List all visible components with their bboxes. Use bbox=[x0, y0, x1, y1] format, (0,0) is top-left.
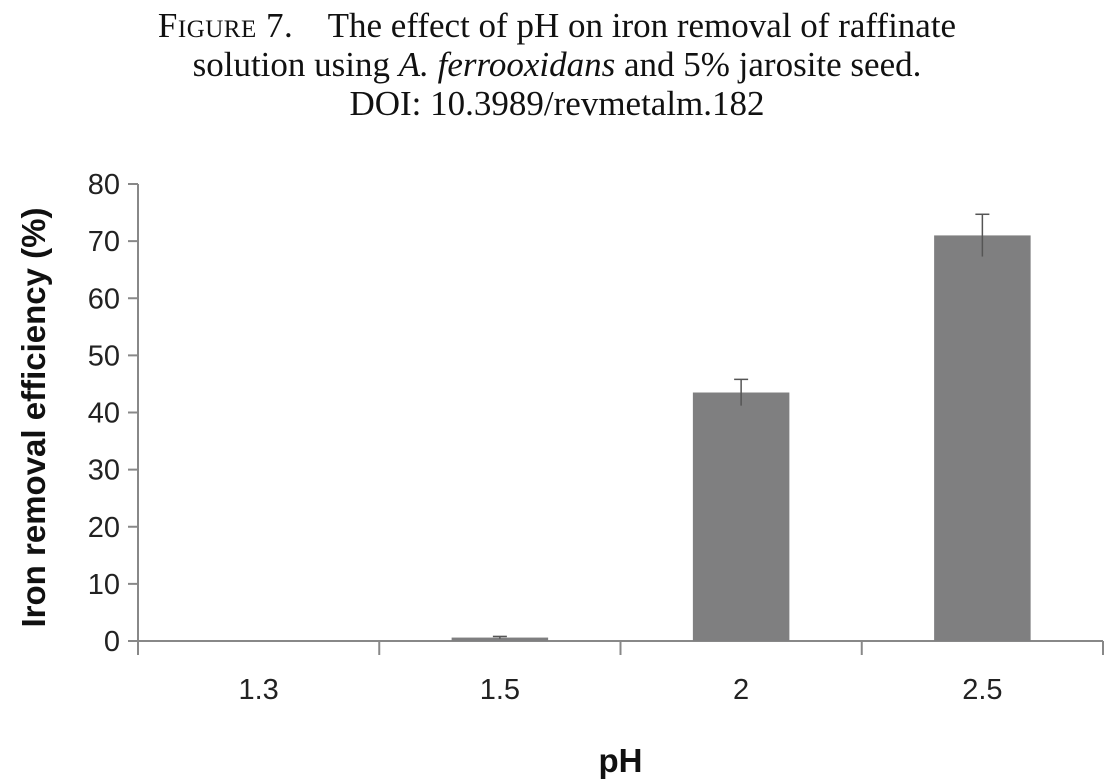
y-tick-label: 0 bbox=[104, 626, 120, 658]
bar-ph-1-5 bbox=[451, 637, 549, 641]
y-axis-ticks: 0 10 20 30 40 50 60 70 80 bbox=[88, 169, 138, 658]
caption-doi: DOI: 10.3989/revmetalm.182 bbox=[349, 84, 765, 123]
y-tick-label: 20 bbox=[88, 512, 120, 544]
x-axis-title: pH bbox=[599, 742, 643, 779]
bar-ph-2 bbox=[692, 392, 790, 641]
x-tick-label: 2 bbox=[733, 674, 749, 706]
caption-title-part-1: The effect of pH on iron removal of raff… bbox=[327, 6, 957, 45]
caption-species-name: A. ferrooxidans bbox=[398, 45, 616, 84]
y-tick-label: 70 bbox=[88, 226, 120, 258]
y-tick-label: 30 bbox=[88, 455, 120, 487]
y-tick-label: 40 bbox=[88, 398, 120, 430]
bar-ph-2-5 bbox=[934, 235, 1031, 641]
caption-line-2: solution using A. ferrooxidans and 5% ja… bbox=[0, 45, 1114, 84]
x-tick-label: 1.3 bbox=[238, 674, 278, 706]
x-tick-label: 1.5 bbox=[480, 674, 520, 706]
figure-label: Figure 7. bbox=[157, 6, 294, 45]
y-tick-label: 80 bbox=[88, 169, 120, 201]
caption-line-1: Figure 7. The effect of pH on iron remov… bbox=[0, 6, 1114, 45]
y-tick-label: 60 bbox=[88, 283, 120, 315]
y-axis-title: Iron removal efficiency (%) bbox=[15, 208, 52, 628]
chart-bars bbox=[451, 235, 1031, 641]
figure-caption: Figure 7. The effect of pH on iron remov… bbox=[0, 6, 1114, 123]
x-axis-ticks: 1.3 1.5 2 2.5 bbox=[137, 641, 1104, 706]
x-tick-label: 2.5 bbox=[962, 674, 1002, 706]
y-tick-label: 50 bbox=[88, 340, 120, 372]
chart-error-bars bbox=[492, 213, 990, 639]
y-tick-label: 10 bbox=[88, 569, 120, 601]
caption-title-part-2: solution using bbox=[192, 45, 390, 84]
caption-title-part-3: and 5% jarosite seed. bbox=[623, 45, 922, 84]
